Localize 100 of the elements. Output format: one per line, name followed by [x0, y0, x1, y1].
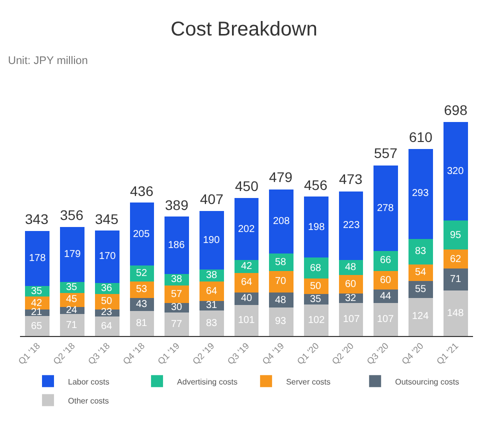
- x-tick-label: Q1 '18: [16, 340, 42, 366]
- data-label: 60: [345, 279, 357, 290]
- total-label: 557: [374, 145, 398, 161]
- bar: [94, 316, 120, 336]
- bar: [408, 238, 433, 264]
- bar: [234, 304, 259, 336]
- data-label: 55: [415, 284, 427, 295]
- data-label: 83: [415, 246, 427, 257]
- data-label: 48: [275, 295, 287, 306]
- bar: [443, 268, 468, 290]
- total-label: 389: [165, 197, 189, 213]
- bar: [443, 122, 468, 220]
- data-label: 40: [241, 293, 253, 304]
- chart-subtitle: Unit: JPY million: [8, 55, 88, 67]
- bar: [164, 216, 189, 274]
- data-label: 170: [99, 251, 116, 262]
- total-label: 479: [269, 169, 293, 185]
- bar: [130, 311, 154, 336]
- data-label: 31: [206, 300, 218, 311]
- bar: [269, 271, 294, 293]
- data-label: 32: [345, 293, 357, 304]
- x-tick-label: Q1 '19: [156, 340, 182, 366]
- x-tick-label: Q3 '18: [86, 340, 112, 366]
- bar: [25, 316, 50, 336]
- data-label: 38: [206, 270, 218, 281]
- data-label: 35: [66, 282, 78, 293]
- data-label: 208: [273, 216, 290, 227]
- bar: [408, 298, 433, 336]
- data-label: 54: [415, 267, 427, 278]
- legend-label: Other costs: [68, 396, 109, 406]
- data-label: 48: [345, 262, 357, 273]
- total-label: 343: [25, 211, 49, 227]
- bar: [304, 304, 328, 336]
- data-label: 38: [171, 274, 183, 285]
- bar: [374, 303, 398, 336]
- x-tick-label: Q4 '19: [260, 340, 286, 366]
- bar: [199, 281, 224, 301]
- data-label: 35: [31, 286, 43, 297]
- total-label: 698: [444, 102, 468, 118]
- data-label: 45: [66, 294, 78, 305]
- total-label: 473: [339, 171, 363, 187]
- bar: [164, 312, 189, 336]
- bar: [60, 227, 84, 282]
- data-label: 178: [29, 253, 46, 264]
- data-label: 44: [380, 291, 392, 302]
- total-label: 436: [130, 183, 154, 199]
- data-label: 42: [241, 261, 253, 272]
- bar: [269, 307, 294, 336]
- legend-label: Server costs: [286, 377, 331, 386]
- data-label: 58: [275, 257, 287, 268]
- bar: [338, 191, 364, 260]
- bar: [199, 310, 224, 336]
- data-label: 60: [380, 275, 392, 286]
- data-label: 50: [310, 281, 322, 292]
- data-label: 62: [450, 254, 462, 265]
- bar: [269, 189, 294, 254]
- total-label: 407: [200, 191, 224, 207]
- x-tick-label: Q2 '18: [51, 340, 77, 366]
- bar: [374, 250, 398, 272]
- data-label: 35: [310, 294, 322, 305]
- data-label: 278: [377, 203, 394, 214]
- bar: [199, 211, 224, 270]
- data-label: 198: [308, 222, 326, 233]
- bar: [374, 271, 398, 290]
- data-label: 179: [64, 249, 82, 260]
- data-label: 21: [31, 307, 43, 318]
- data-label: 70: [275, 276, 287, 287]
- data-label: 50: [101, 296, 113, 307]
- data-label: 57: [171, 289, 183, 300]
- legend-label: Labor costs: [68, 377, 110, 386]
- data-label: 95: [450, 230, 462, 241]
- x-tick-label: Q2 '20: [330, 340, 356, 366]
- data-label: 223: [343, 220, 360, 231]
- data-label: 190: [203, 235, 220, 246]
- bar: [304, 196, 328, 258]
- bar: [164, 286, 189, 304]
- data-label: 64: [241, 277, 253, 288]
- x-tick-label: Q1 '21: [434, 340, 460, 366]
- bar: [443, 250, 468, 269]
- x-tick-label: Q4 '18: [120, 340, 147, 366]
- bar: [408, 148, 433, 239]
- data-label: 68: [310, 263, 322, 274]
- bar: [60, 314, 84, 336]
- data-label: 205: [133, 229, 150, 240]
- data-label: 53: [136, 284, 148, 295]
- data-label: 320: [447, 166, 464, 177]
- bar: [234, 198, 259, 260]
- bar: [25, 231, 50, 286]
- x-tick-label: Q1 '20: [295, 340, 321, 366]
- data-label: 30: [171, 302, 183, 313]
- chart-title: Cost Breakdown: [170, 18, 318, 40]
- bar: [338, 303, 364, 336]
- data-label: 66: [380, 255, 392, 266]
- data-label: 43: [136, 299, 148, 310]
- bar: [94, 230, 120, 283]
- legend-label: Outsourcing costs: [395, 377, 460, 386]
- bar: [130, 202, 154, 266]
- legend-label: Advertising costs: [177, 377, 238, 386]
- data-label: 64: [206, 286, 218, 297]
- data-label: 293: [412, 188, 430, 199]
